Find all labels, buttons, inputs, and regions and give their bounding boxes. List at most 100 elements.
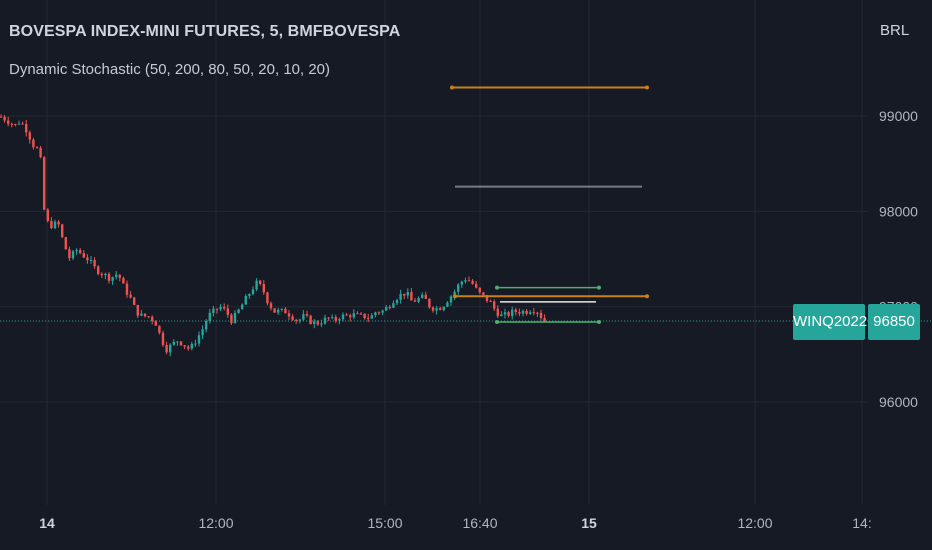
chart-title[interactable]: BOVESPA INDEX-MINI FUTURES, 5, BMFBOVESP…	[9, 23, 401, 40]
candle-down	[316, 321, 319, 325]
candle-up	[169, 344, 172, 353]
candle-down	[356, 313, 359, 315]
candle-up	[442, 306, 445, 311]
orange-lower-level-start-dot	[453, 294, 457, 299]
candle-up	[521, 310, 525, 314]
candle-down	[334, 317, 337, 321]
candle-down	[525, 310, 528, 314]
candle-down	[269, 303, 273, 309]
candle-down	[536, 312, 539, 314]
candle-down	[359, 313, 363, 315]
last-price-tag: 96850	[868, 304, 920, 340]
orange-lower-level-end-dot	[645, 294, 649, 299]
candle-down	[410, 291, 413, 301]
candle-down	[388, 307, 391, 309]
price-tick-label: 98000	[879, 203, 918, 219]
candle-up	[205, 321, 208, 330]
candle-up	[331, 317, 334, 319]
candle-up	[194, 343, 197, 345]
green-lower-level-end-dot	[597, 319, 601, 324]
candle-down	[21, 123, 24, 125]
level-lines	[450, 85, 649, 324]
time-tick-label: 14:	[852, 515, 871, 531]
candle-up	[417, 298, 420, 302]
candle-up	[341, 314, 345, 320]
candle-up	[140, 313, 143, 316]
candle-down	[543, 317, 546, 322]
time-tick-label: 16:40	[462, 515, 497, 531]
candle-down	[291, 316, 294, 320]
candle-down	[485, 294, 489, 301]
candle-down	[507, 312, 510, 316]
candle-down	[143, 313, 147, 317]
candle-down	[273, 308, 276, 313]
candle-up	[208, 312, 211, 322]
candle-down	[471, 280, 474, 284]
candle-down	[230, 314, 233, 324]
candle-down	[32, 139, 35, 148]
candle-down	[39, 147, 42, 158]
candle-up	[406, 291, 409, 296]
orange-upper-level-start-dot	[450, 85, 454, 90]
candle-down	[539, 312, 543, 318]
candle-down	[514, 309, 517, 313]
indicator-legend[interactable]: Dynamic Stochastic (50, 200, 80, 50, 20,…	[9, 61, 331, 78]
candle-up	[104, 273, 107, 276]
candle-down	[151, 316, 154, 321]
candle-down	[50, 221, 53, 229]
candle-down	[187, 346, 190, 349]
candle-up	[255, 280, 258, 290]
candle-down	[82, 253, 85, 258]
candle-down	[25, 124, 28, 133]
candle-down	[7, 120, 10, 124]
candle-down	[107, 273, 111, 281]
candle-up	[399, 293, 402, 300]
green-upper-level-end-dot	[597, 285, 601, 290]
time-axis[interactable]: 14 12:00 15:00 16:40 15 12:00 14:	[39, 515, 872, 531]
candle-down	[493, 301, 496, 309]
candle-down	[100, 273, 103, 276]
candle-up	[395, 299, 399, 304]
candle-down	[367, 318, 370, 320]
candle-up	[323, 317, 327, 324]
candle-up	[201, 329, 204, 336]
candle-down	[345, 314, 348, 316]
candle-up	[392, 303, 395, 308]
candle-up	[320, 323, 323, 325]
candle-down	[223, 306, 226, 309]
candle-up	[385, 307, 388, 311]
candle-down	[122, 277, 125, 284]
candle-up	[511, 309, 514, 316]
candle-down	[136, 304, 139, 316]
candle-up	[453, 291, 456, 297]
candle-up	[89, 260, 93, 262]
candle-up	[237, 309, 240, 313]
candle-down	[295, 319, 298, 321]
candle-down	[215, 308, 219, 310]
candle-up	[464, 280, 467, 282]
candle-down	[349, 315, 352, 318]
candle-down	[10, 123, 13, 125]
orange-upper-level-end-dot	[645, 85, 649, 90]
candle-down	[284, 308, 287, 314]
green-lower-level-start-dot	[495, 319, 499, 324]
candle-down	[79, 250, 82, 254]
candle-up	[277, 309, 280, 313]
candle-down	[86, 257, 89, 261]
candle-up	[17, 123, 21, 125]
price-axis[interactable]: 96000970009800099000	[879, 108, 918, 410]
candle-down	[363, 313, 366, 319]
candle-up	[280, 308, 283, 310]
candle-up	[302, 314, 305, 320]
candle-down	[424, 294, 427, 299]
candle-up	[190, 344, 193, 349]
candle-up	[53, 221, 57, 229]
candle-down	[377, 312, 381, 314]
candle-down	[428, 298, 431, 308]
candle-down	[35, 147, 39, 149]
candle-up	[111, 276, 114, 281]
candle-up	[251, 289, 255, 295]
candle-up	[115, 274, 118, 277]
candle-down	[161, 332, 165, 346]
